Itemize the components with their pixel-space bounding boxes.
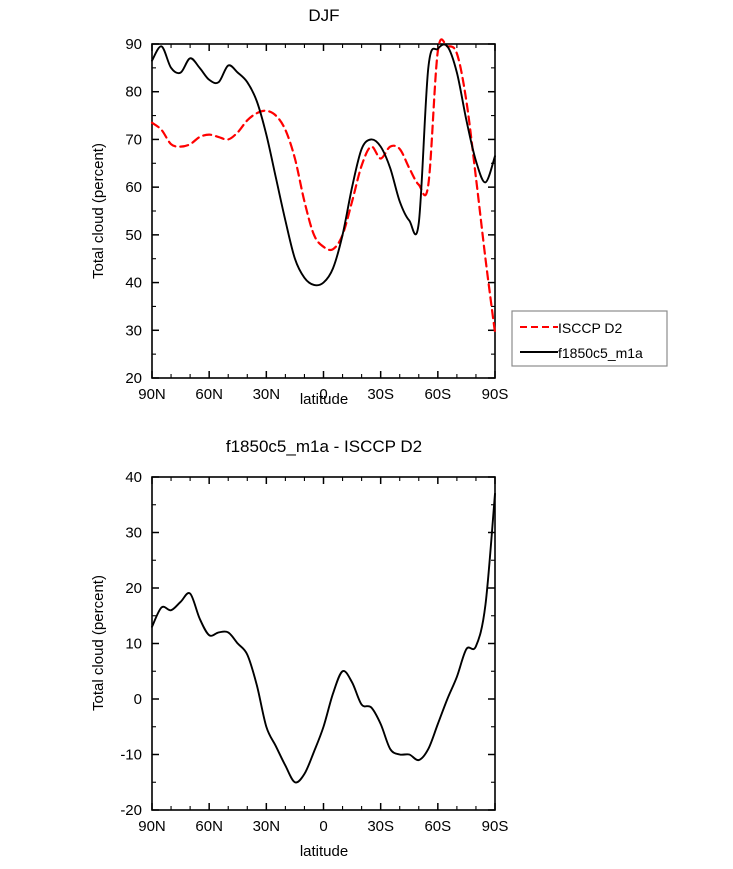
x-tick-label: 30S (367, 818, 394, 835)
x-tick-label: 30N (253, 818, 281, 835)
top-panel-frame (151, 43, 496, 379)
y-tick-label: 90 (125, 36, 142, 53)
y-tick-label: 20 (125, 370, 142, 387)
y-tick-label: 0 (134, 691, 142, 708)
bottom-panel-y-axis-title: Total cloud (percent) (90, 575, 107, 711)
x-tick-label: 60N (195, 386, 223, 403)
bottom-panel-x-axis-title: latitude (300, 843, 348, 860)
y-tick-label: 50 (125, 227, 142, 244)
bottom-panel: f1850c5_m1a - ISCCP D2 -20 -10 0 10 20 30 40 9… (90, 437, 508, 860)
y-tick-label: 80 (125, 84, 142, 101)
series-line-difference (151, 492, 496, 784)
y-tick-label: 60 (125, 179, 142, 196)
x-tick-label: 90N (138, 386, 166, 403)
legend-box (511, 310, 668, 367)
bottom-panel-title: f1850c5_m1a - ISCCP D2 (226, 437, 422, 456)
x-tick-label: 60N (195, 818, 223, 835)
x-tick-label: 60S (424, 386, 451, 403)
top-panel-x-axis-title: latitude (300, 391, 348, 408)
top-panel-y-tick-labels: 20 30 40 50 60 70 80 90 (125, 36, 142, 387)
top-panel-x-tick-labels: 90N 60N 30N 0 30S 60S 90S (138, 386, 508, 403)
bottom-panel-frame (151, 476, 496, 811)
bottom-panel-ticks (151, 476, 496, 811)
x-tick-label: 90N (138, 818, 166, 835)
bottom-panel-x-tick-labels: 90N 60N 30N 0 30S 60S 90S (138, 818, 508, 835)
y-tick-label: 70 (125, 131, 142, 148)
y-tick-label: -10 (120, 747, 142, 764)
y-tick-label: -20 (120, 802, 142, 819)
x-tick-label: 90S (482, 818, 509, 835)
top-panel-y-axis-title: Total cloud (percent) (90, 143, 107, 279)
x-tick-label: 60S (424, 818, 451, 835)
series-line-isccp-d2 (150, 38, 497, 334)
x-tick-label: 0 (319, 818, 327, 835)
x-tick-label: 30N (253, 386, 281, 403)
x-tick-label: 90S (482, 386, 509, 403)
y-tick-label: 30 (125, 525, 142, 542)
y-tick-label: 10 (125, 636, 142, 653)
top-panel: DJF 20 30 40 50 60 70 80 90 90N 60N 30N 0 30S 60S 90S… (90, 6, 508, 408)
legend-label-f1850c5-m1a: f1850c5_m1a (558, 345, 643, 361)
y-tick-label: 30 (125, 322, 142, 339)
top-panel-ticks (151, 43, 496, 379)
y-tick-label: 40 (125, 469, 142, 486)
x-tick-label: 0 (319, 386, 327, 403)
bottom-panel-y-tick-labels: -20 -10 0 10 20 30 40 (120, 469, 142, 819)
legend: ISCCP D2 f1850c5_m1a (511, 310, 668, 367)
y-tick-label: 40 (125, 275, 142, 292)
legend-label-isccp-d2: ISCCP D2 (558, 320, 623, 336)
series-line-f1850c5-m1a (151, 43, 496, 287)
top-panel-title: DJF (308, 6, 339, 25)
x-tick-label: 30S (367, 386, 394, 403)
y-tick-label: 20 (125, 580, 142, 597)
